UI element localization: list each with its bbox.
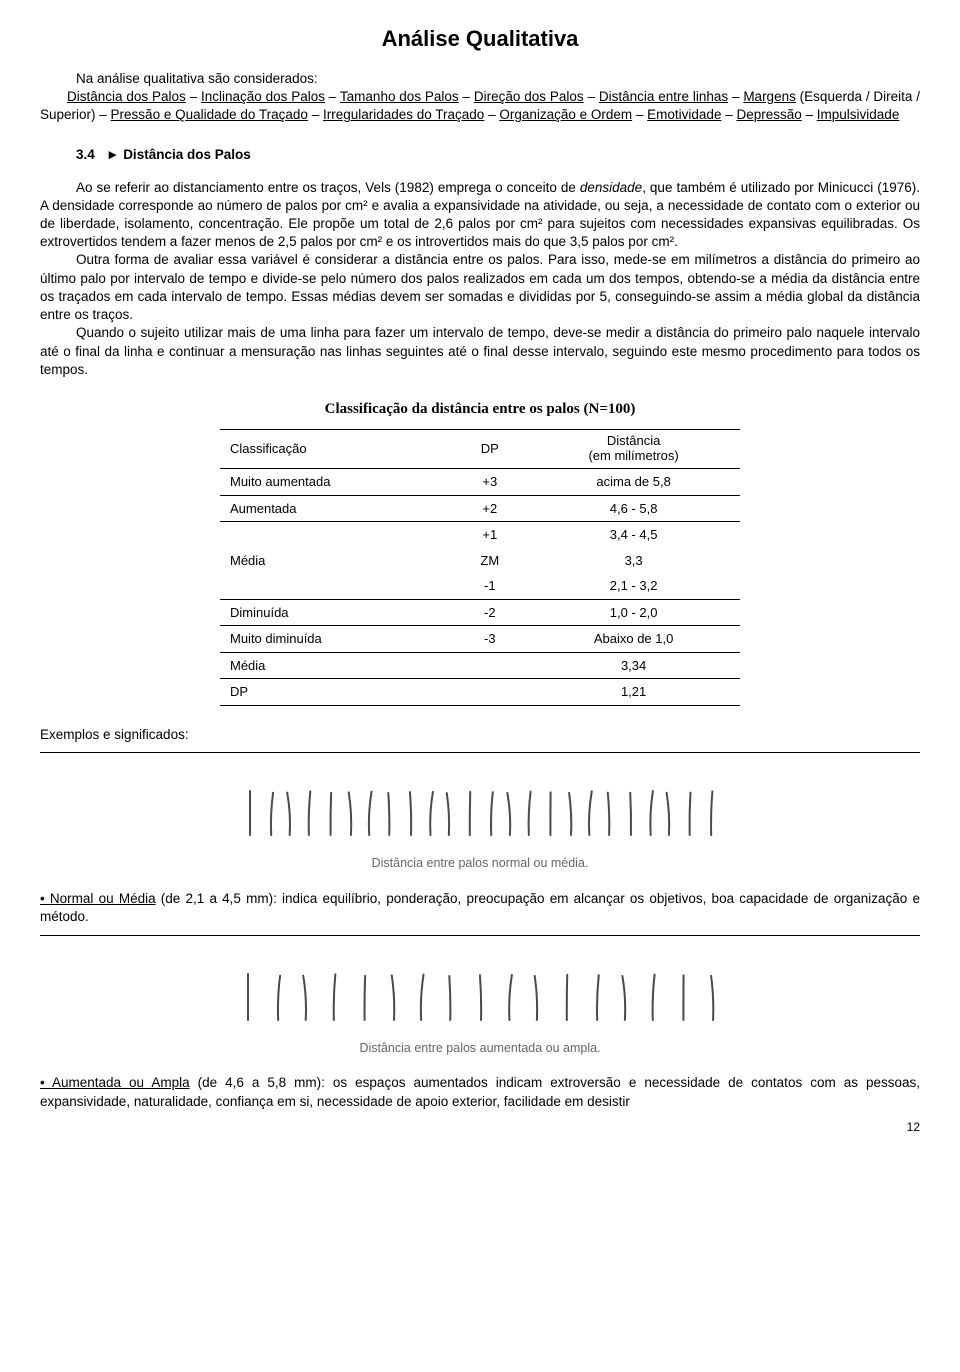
intro-variable: Direção dos Palos bbox=[474, 89, 584, 104]
table-cell: +2 bbox=[452, 495, 527, 522]
table-title: Classificação da distância entre os palo… bbox=[40, 399, 920, 419]
table-cell: +1 bbox=[452, 522, 527, 548]
table-cell: Aumentada bbox=[220, 495, 452, 522]
bullet1-rest: (de 2,1 a 4,5 mm): indica equilíbrio, po… bbox=[40, 891, 920, 924]
paragraph-3: Quando o sujeito utilizar mais de uma li… bbox=[40, 324, 920, 379]
figure-2-caption: Distância entre palos aumentada ou ampla… bbox=[40, 1040, 920, 1057]
table-cell: 3,4 - 4,5 bbox=[527, 522, 740, 548]
bullet-aumentada: • Aumentada ou Ampla (de 4,6 a 5,8 mm): … bbox=[40, 1074, 920, 1110]
intro-variable: Emotividade bbox=[647, 107, 721, 122]
table-cell: 2,1 - 3,2 bbox=[527, 573, 740, 599]
table-cell bbox=[220, 573, 452, 599]
divider bbox=[40, 935, 920, 936]
table-cell: acima de 5,8 bbox=[527, 469, 740, 496]
intro-block: Na análise qualitativa são considerados:… bbox=[40, 70, 920, 125]
section-heading: 3.4 ► Distância dos Palos bbox=[40, 146, 920, 164]
divider bbox=[40, 752, 920, 753]
table-cell bbox=[452, 652, 527, 679]
palos-figure-1-svg bbox=[220, 787, 740, 841]
table-cell: Muito aumentada bbox=[220, 469, 452, 496]
table-cell: 3,34 bbox=[527, 652, 740, 679]
intro-variable: Tamanho dos Palos bbox=[340, 89, 459, 104]
table-cell bbox=[452, 679, 527, 706]
intro-variable: Margens bbox=[743, 89, 796, 104]
intro-variable: Inclinação dos Palos bbox=[201, 89, 325, 104]
bullet-normal: • Normal ou Média (de 2,1 a 4,5 mm): ind… bbox=[40, 890, 920, 926]
table-cell: Diminuída bbox=[220, 599, 452, 626]
intro-variable: Depressão bbox=[736, 107, 801, 122]
table-cell: 1,0 - 2,0 bbox=[527, 599, 740, 626]
table-header: Classificação bbox=[220, 430, 452, 469]
table-cell: Média bbox=[220, 548, 452, 574]
figure-1 bbox=[40, 761, 920, 847]
page-title: Análise Qualitativa bbox=[40, 24, 920, 54]
table-cell: -1 bbox=[452, 573, 527, 599]
intro-variable: Impulsividade bbox=[817, 107, 900, 122]
intro-variables: Distância dos Palos – Inclinação dos Pal… bbox=[40, 88, 920, 124]
section-title: Distância dos Palos bbox=[123, 147, 251, 162]
paragraph-2: Outra forma de avaliar essa variável é c… bbox=[40, 251, 920, 324]
table-cell: 3,3 bbox=[527, 548, 740, 574]
section-number: 3.4 bbox=[76, 147, 95, 162]
table-cell: 1,21 bbox=[527, 679, 740, 706]
page-number: 12 bbox=[40, 1119, 920, 1135]
intro-variable: Pressão e Qualidade do Traçado bbox=[111, 107, 308, 122]
table-header: Distância(em milímetros) bbox=[527, 430, 740, 469]
paragraph-1: Ao se referir ao distanciamento entre os… bbox=[40, 179, 920, 252]
bullet1-label: • Normal ou Média bbox=[40, 891, 156, 906]
table-header: DP bbox=[452, 430, 527, 469]
intro-variable: Distância entre linhas bbox=[599, 89, 728, 104]
figure-2 bbox=[40, 944, 920, 1032]
figure-1-caption: Distância entre palos normal ou média. bbox=[40, 855, 920, 872]
intro-lead: Na análise qualitativa são considerados: bbox=[40, 70, 920, 88]
section-arrow-icon: ► bbox=[106, 147, 119, 162]
intro-variable: Organização e Ordem bbox=[499, 107, 632, 122]
intro-variable: Irregularidades do Traçado bbox=[323, 107, 484, 122]
palos-figure-2-svg bbox=[210, 970, 750, 1026]
intro-variable: Distância dos Palos bbox=[67, 89, 186, 104]
table-cell: ZM bbox=[452, 548, 527, 574]
table-cell: Abaixo de 1,0 bbox=[527, 626, 740, 653]
table-cell: -3 bbox=[452, 626, 527, 653]
p1b: densidade bbox=[580, 180, 642, 195]
table-cell: -2 bbox=[452, 599, 527, 626]
p1a: Ao se referir ao distanciamento entre os… bbox=[76, 180, 580, 195]
bullet2-label: • Aumentada ou Ampla bbox=[40, 1075, 190, 1090]
table-cell: DP bbox=[220, 679, 452, 706]
table-cell: 4,6 - 5,8 bbox=[527, 495, 740, 522]
examples-label: Exemplos e significados: bbox=[40, 726, 920, 744]
table-cell: Muito diminuída bbox=[220, 626, 452, 653]
table-cell bbox=[220, 522, 452, 548]
classification-table: ClassificaçãoDPDistância(em milímetros)M… bbox=[220, 429, 740, 706]
table-cell: Média bbox=[220, 652, 452, 679]
table-cell: +3 bbox=[452, 469, 527, 496]
